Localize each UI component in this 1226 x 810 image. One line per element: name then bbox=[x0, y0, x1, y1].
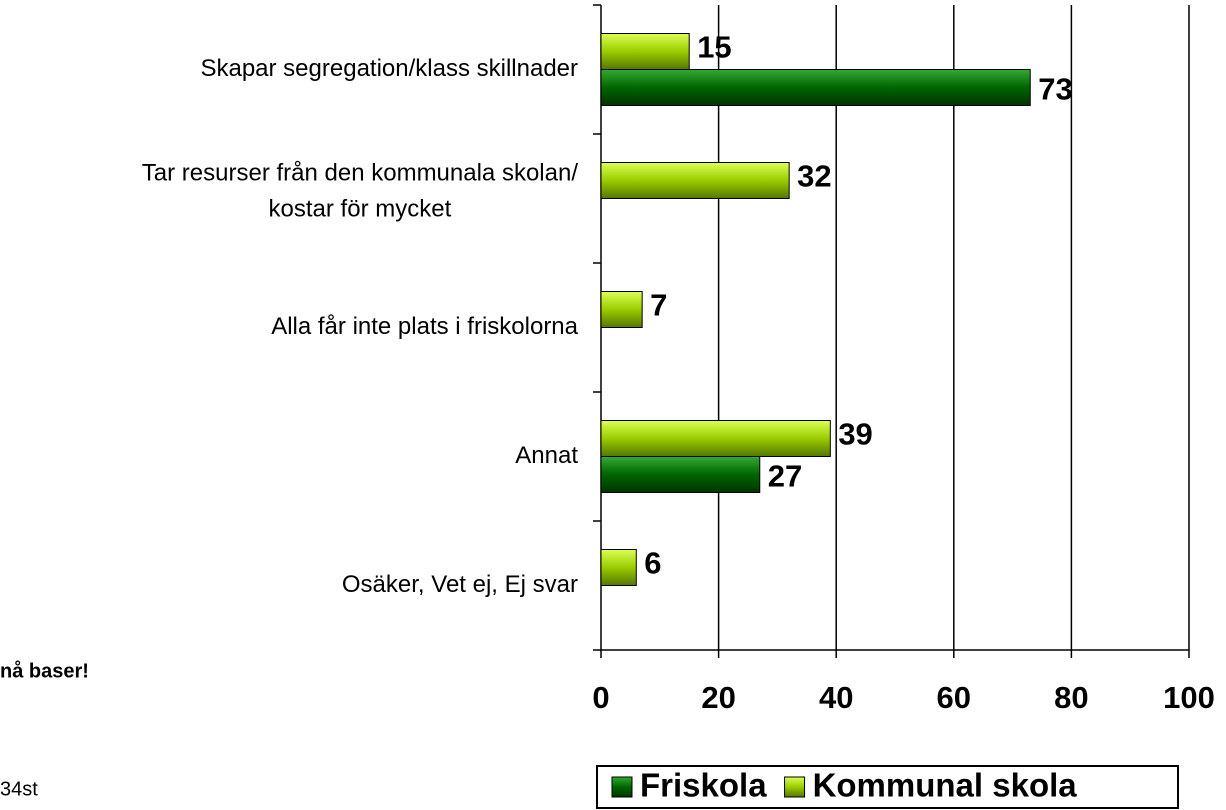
value-label: 39 bbox=[838, 417, 872, 452]
y-tick-label: Alla får inte plats i friskolorna bbox=[271, 313, 578, 340]
value-label: 73 bbox=[1038, 72, 1072, 107]
value-label: 15 bbox=[697, 30, 731, 65]
x-tick-label: 80 bbox=[1054, 680, 1088, 715]
legend-label: Kommunal skola bbox=[813, 767, 1078, 804]
value-label: 7 bbox=[650, 288, 667, 323]
legend-box bbox=[596, 765, 1179, 809]
value-label: 32 bbox=[797, 159, 831, 194]
x-tick-label: 60 bbox=[937, 680, 971, 715]
y-tick-label: Skapar segregation/klass skillnader bbox=[200, 55, 578, 82]
x-tick-label: 40 bbox=[819, 680, 853, 715]
value-label: 27 bbox=[768, 459, 802, 494]
legend-label: Friskola bbox=[640, 767, 767, 804]
y-tick-label: Osäker, Vet ej, Ej svar bbox=[342, 571, 578, 598]
x-tick-label: 20 bbox=[701, 680, 735, 715]
legend-swatch bbox=[611, 776, 633, 798]
y-tick-label: Tar resurser från den kommunala skolan/k… bbox=[142, 160, 579, 223]
bar bbox=[600, 549, 637, 586]
bar bbox=[600, 456, 761, 493]
bar bbox=[600, 291, 643, 328]
note: nå baser! bbox=[0, 659, 89, 682]
bar bbox=[600, 162, 790, 199]
bar bbox=[600, 69, 1031, 106]
bar bbox=[600, 420, 831, 457]
x-tick-label: 100 bbox=[1163, 680, 1215, 715]
legend-swatch bbox=[784, 776, 806, 798]
value-label: 6 bbox=[644, 546, 661, 581]
bar bbox=[600, 33, 690, 70]
x-tick-label: 0 bbox=[592, 680, 609, 715]
note: 34st bbox=[0, 778, 38, 800]
y-tick-label: Annat bbox=[515, 442, 578, 469]
